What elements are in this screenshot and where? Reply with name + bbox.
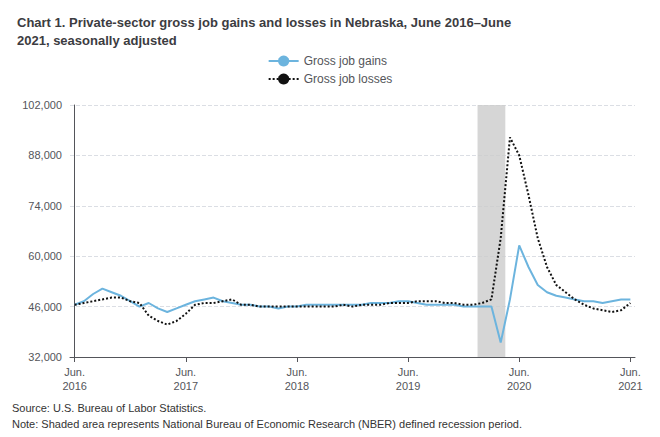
svg-text:102,000: 102,000 xyxy=(22,99,62,111)
svg-text:74,000: 74,000 xyxy=(28,200,62,212)
svg-text:2021: 2021 xyxy=(618,380,642,392)
svg-text:88,000: 88,000 xyxy=(28,149,62,161)
svg-text:Jun.: Jun. xyxy=(64,366,85,378)
svg-text:2016: 2016 xyxy=(62,380,86,392)
svg-text:2020: 2020 xyxy=(507,380,531,392)
svg-text:Source: U.S. Bureau of Labor S: Source: U.S. Bureau of Labor Statistics. xyxy=(12,402,206,414)
svg-text:Jun.: Jun. xyxy=(175,366,196,378)
svg-text:2017: 2017 xyxy=(174,380,198,392)
svg-text:Gross job gains: Gross job gains xyxy=(304,54,387,68)
svg-text:Jun.: Jun. xyxy=(509,366,530,378)
svg-text:Chart 1. Private-sector gross: Chart 1. Private-sector gross job gains … xyxy=(17,15,511,30)
svg-text:60,000: 60,000 xyxy=(28,250,62,262)
svg-text:46,000: 46,000 xyxy=(28,301,62,313)
svg-text:Jun.: Jun. xyxy=(620,366,641,378)
svg-text:Jun.: Jun. xyxy=(287,366,308,378)
svg-text:2019: 2019 xyxy=(396,380,420,392)
svg-text:2018: 2018 xyxy=(285,380,309,392)
svg-text:Note: Shaded area represents N: Note: Shaded area represents National Bu… xyxy=(12,418,522,430)
svg-text:2021, seasonally adjusted: 2021, seasonally adjusted xyxy=(17,33,177,48)
svg-text:Gross job losses: Gross job losses xyxy=(304,72,393,86)
svg-text:32,000: 32,000 xyxy=(28,351,62,363)
svg-text:Jun.: Jun. xyxy=(398,366,419,378)
